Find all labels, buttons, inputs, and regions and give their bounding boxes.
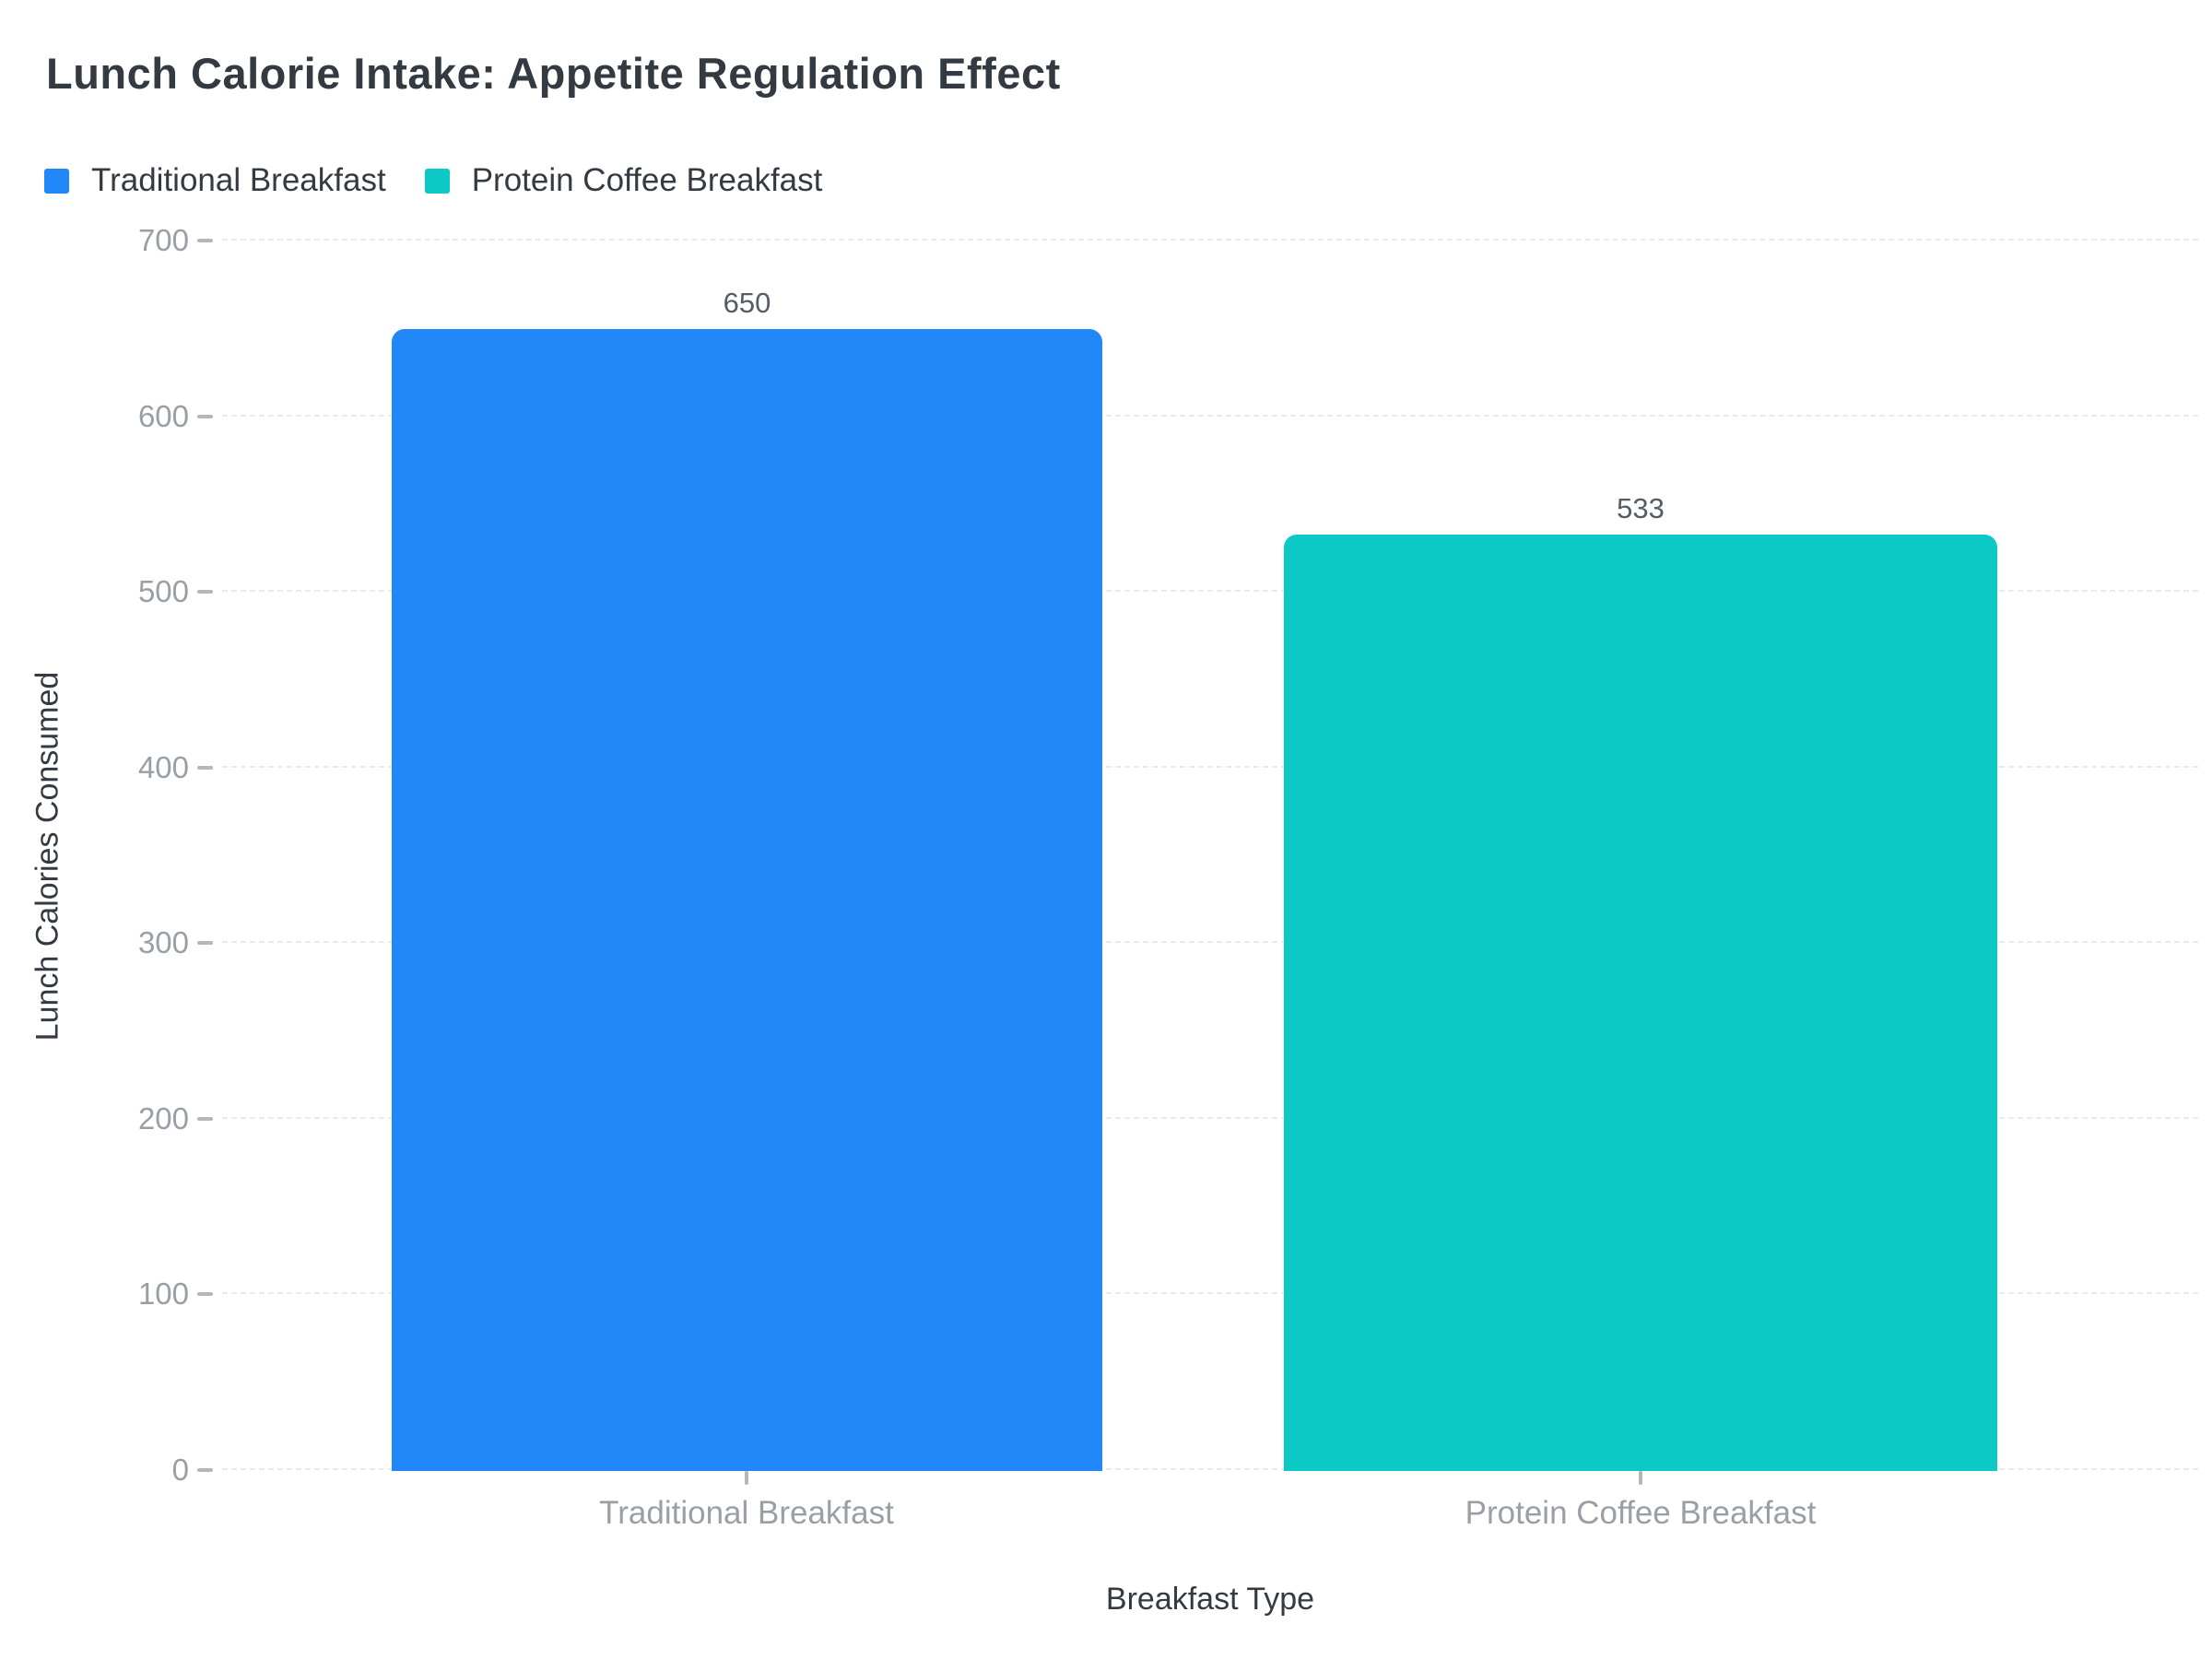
bar-protein-coffee-breakfast: 533	[1284, 492, 1997, 1471]
gridline-400: 400	[138, 750, 2198, 784]
y-tick-label: 200	[137, 1100, 189, 1135]
y-tick-mark	[197, 590, 213, 594]
chart-title: Lunch Calorie Intake: Appetite Regulatio…	[46, 49, 1061, 98]
y-tick-label: 100	[137, 1277, 189, 1312]
x-tick-label-traditional-breakfast: Traditional Breakfast	[599, 1495, 894, 1531]
legend-swatch-teal-icon	[424, 168, 450, 194]
y-tick-label: 400	[137, 749, 189, 784]
gridline-0: 0	[172, 1453, 2198, 1487]
y-tick-mark	[197, 1116, 213, 1121]
gridline-300: 300	[138, 925, 2198, 959]
x-tick-label-protein-coffee-breakfast: Protein Coffee Breakfast	[1465, 1495, 1817, 1531]
y-axis-title: Lunch Calories Consumed	[29, 671, 65, 1041]
y-tick-mark	[197, 941, 213, 946]
gridline-500: 500	[138, 574, 2198, 608]
y-tick-mark	[197, 1468, 213, 1472]
bar-traditional-breakfast: 650	[392, 287, 1102, 1471]
legend-swatch-blue-icon	[44, 168, 69, 194]
y-tick-label: 700	[137, 223, 189, 257]
y-tick-mark	[197, 765, 213, 770]
legend-item-protein-coffee-breakfast: Protein Coffee Breakfast	[424, 162, 823, 199]
y-tick-label: 600	[137, 398, 189, 433]
gridline-100: 100	[138, 1277, 2198, 1311]
bar-value-label: 650	[723, 287, 771, 320]
y-tick-mark	[197, 1292, 213, 1297]
x-tick-mark	[1639, 1471, 1642, 1485]
gridline-600: 600	[138, 399, 2198, 433]
legend-label: Protein Coffee Breakfast	[471, 162, 823, 198]
gridline-200: 200	[138, 1101, 2198, 1135]
legend-label: Traditional Breakfast	[91, 162, 386, 198]
plot-area: 0 100 200 300 400	[138, 223, 2198, 1487]
y-tick-label: 300	[137, 925, 189, 960]
y-tick-mark	[197, 414, 213, 418]
legend: Traditional Breakfast Protein Coffee Bre…	[44, 162, 822, 199]
legend-item-traditional-breakfast: Traditional Breakfast	[44, 162, 386, 199]
y-tick-mark	[197, 239, 213, 242]
gridline-700: 700	[138, 223, 2198, 257]
y-tick-label: 0	[171, 1453, 189, 1487]
bar-value-label: 533	[1617, 492, 1665, 525]
x-tick-mark	[745, 1471, 748, 1485]
y-tick-label: 500	[137, 574, 189, 609]
x-axis-title: Breakfast Type	[1105, 1582, 1315, 1617]
